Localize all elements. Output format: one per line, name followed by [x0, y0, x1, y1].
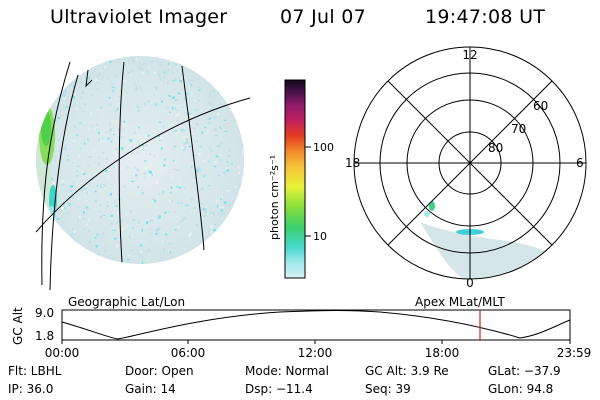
mlt-label-6: 6 [576, 156, 584, 170]
colorbar-unit-label: photon cm⁻²s⁻¹ [268, 155, 281, 240]
status-glat: GLat: −37.9 [488, 364, 561, 378]
app-title: Ultraviolet Imager [50, 6, 228, 28]
status-mode: Mode: Normal [245, 364, 329, 378]
colorbar: 100 10 photon cm⁻²s⁻¹ [268, 79, 334, 279]
time-tick-0600: 06:00 [171, 346, 206, 360]
time-tick-1800: 18:00 [425, 346, 460, 360]
colorbar-tick-10: 10 [313, 230, 327, 243]
status-seq: Seq: 39 [365, 382, 411, 396]
polar-plot: 12 18 6 0 60 70 80 [345, 46, 587, 290]
orbit-left-title: Geographic Lat/Lon [68, 295, 185, 309]
orbit-ylabel: GC Alt [11, 307, 25, 345]
orbit-altitude-plot: Geographic Lat/Lon Apex MLat/MLT 9.0 1.8… [11, 295, 591, 360]
time-tick-2359: 23:59 [557, 346, 592, 360]
status-gc-alt: GC Alt: 3.9 Re [365, 364, 449, 378]
lat-label-70: 70 [511, 122, 526, 136]
orbit-ytick-1-8: 1.8 [35, 329, 54, 343]
mlt-label-0: 0 [466, 276, 474, 290]
status-filter: Flt: LBHL [8, 364, 62, 378]
time-tick-1200: 12:00 [298, 346, 333, 360]
status-gain: Gain: 14 [125, 382, 176, 396]
status-dsp: Dsp: −11.4 [245, 382, 313, 396]
lat-label-80: 80 [488, 141, 503, 155]
date-label: 07 Jul 07 [280, 6, 367, 28]
orbit-right-title: Apex MLat/MLT [415, 295, 505, 309]
colorbar-tick-100: 100 [313, 141, 334, 154]
mlt-label-18: 18 [345, 156, 360, 170]
time-tick-0000: 00:00 [45, 346, 80, 360]
status-ip: IP: 36.0 [8, 382, 54, 396]
time-label: 19:47:08 UT [425, 6, 546, 28]
earth-disk-image [35, 56, 251, 291]
lat-label-60: 60 [533, 99, 548, 113]
orbit-ytick-9: 9.0 [35, 306, 54, 320]
mlt-label-12: 12 [462, 48, 477, 62]
geographic-grid-lines [35, 61, 251, 291]
status-glon: GLon: 94.8 [488, 382, 554, 396]
status-door: Door: Open [125, 364, 194, 378]
